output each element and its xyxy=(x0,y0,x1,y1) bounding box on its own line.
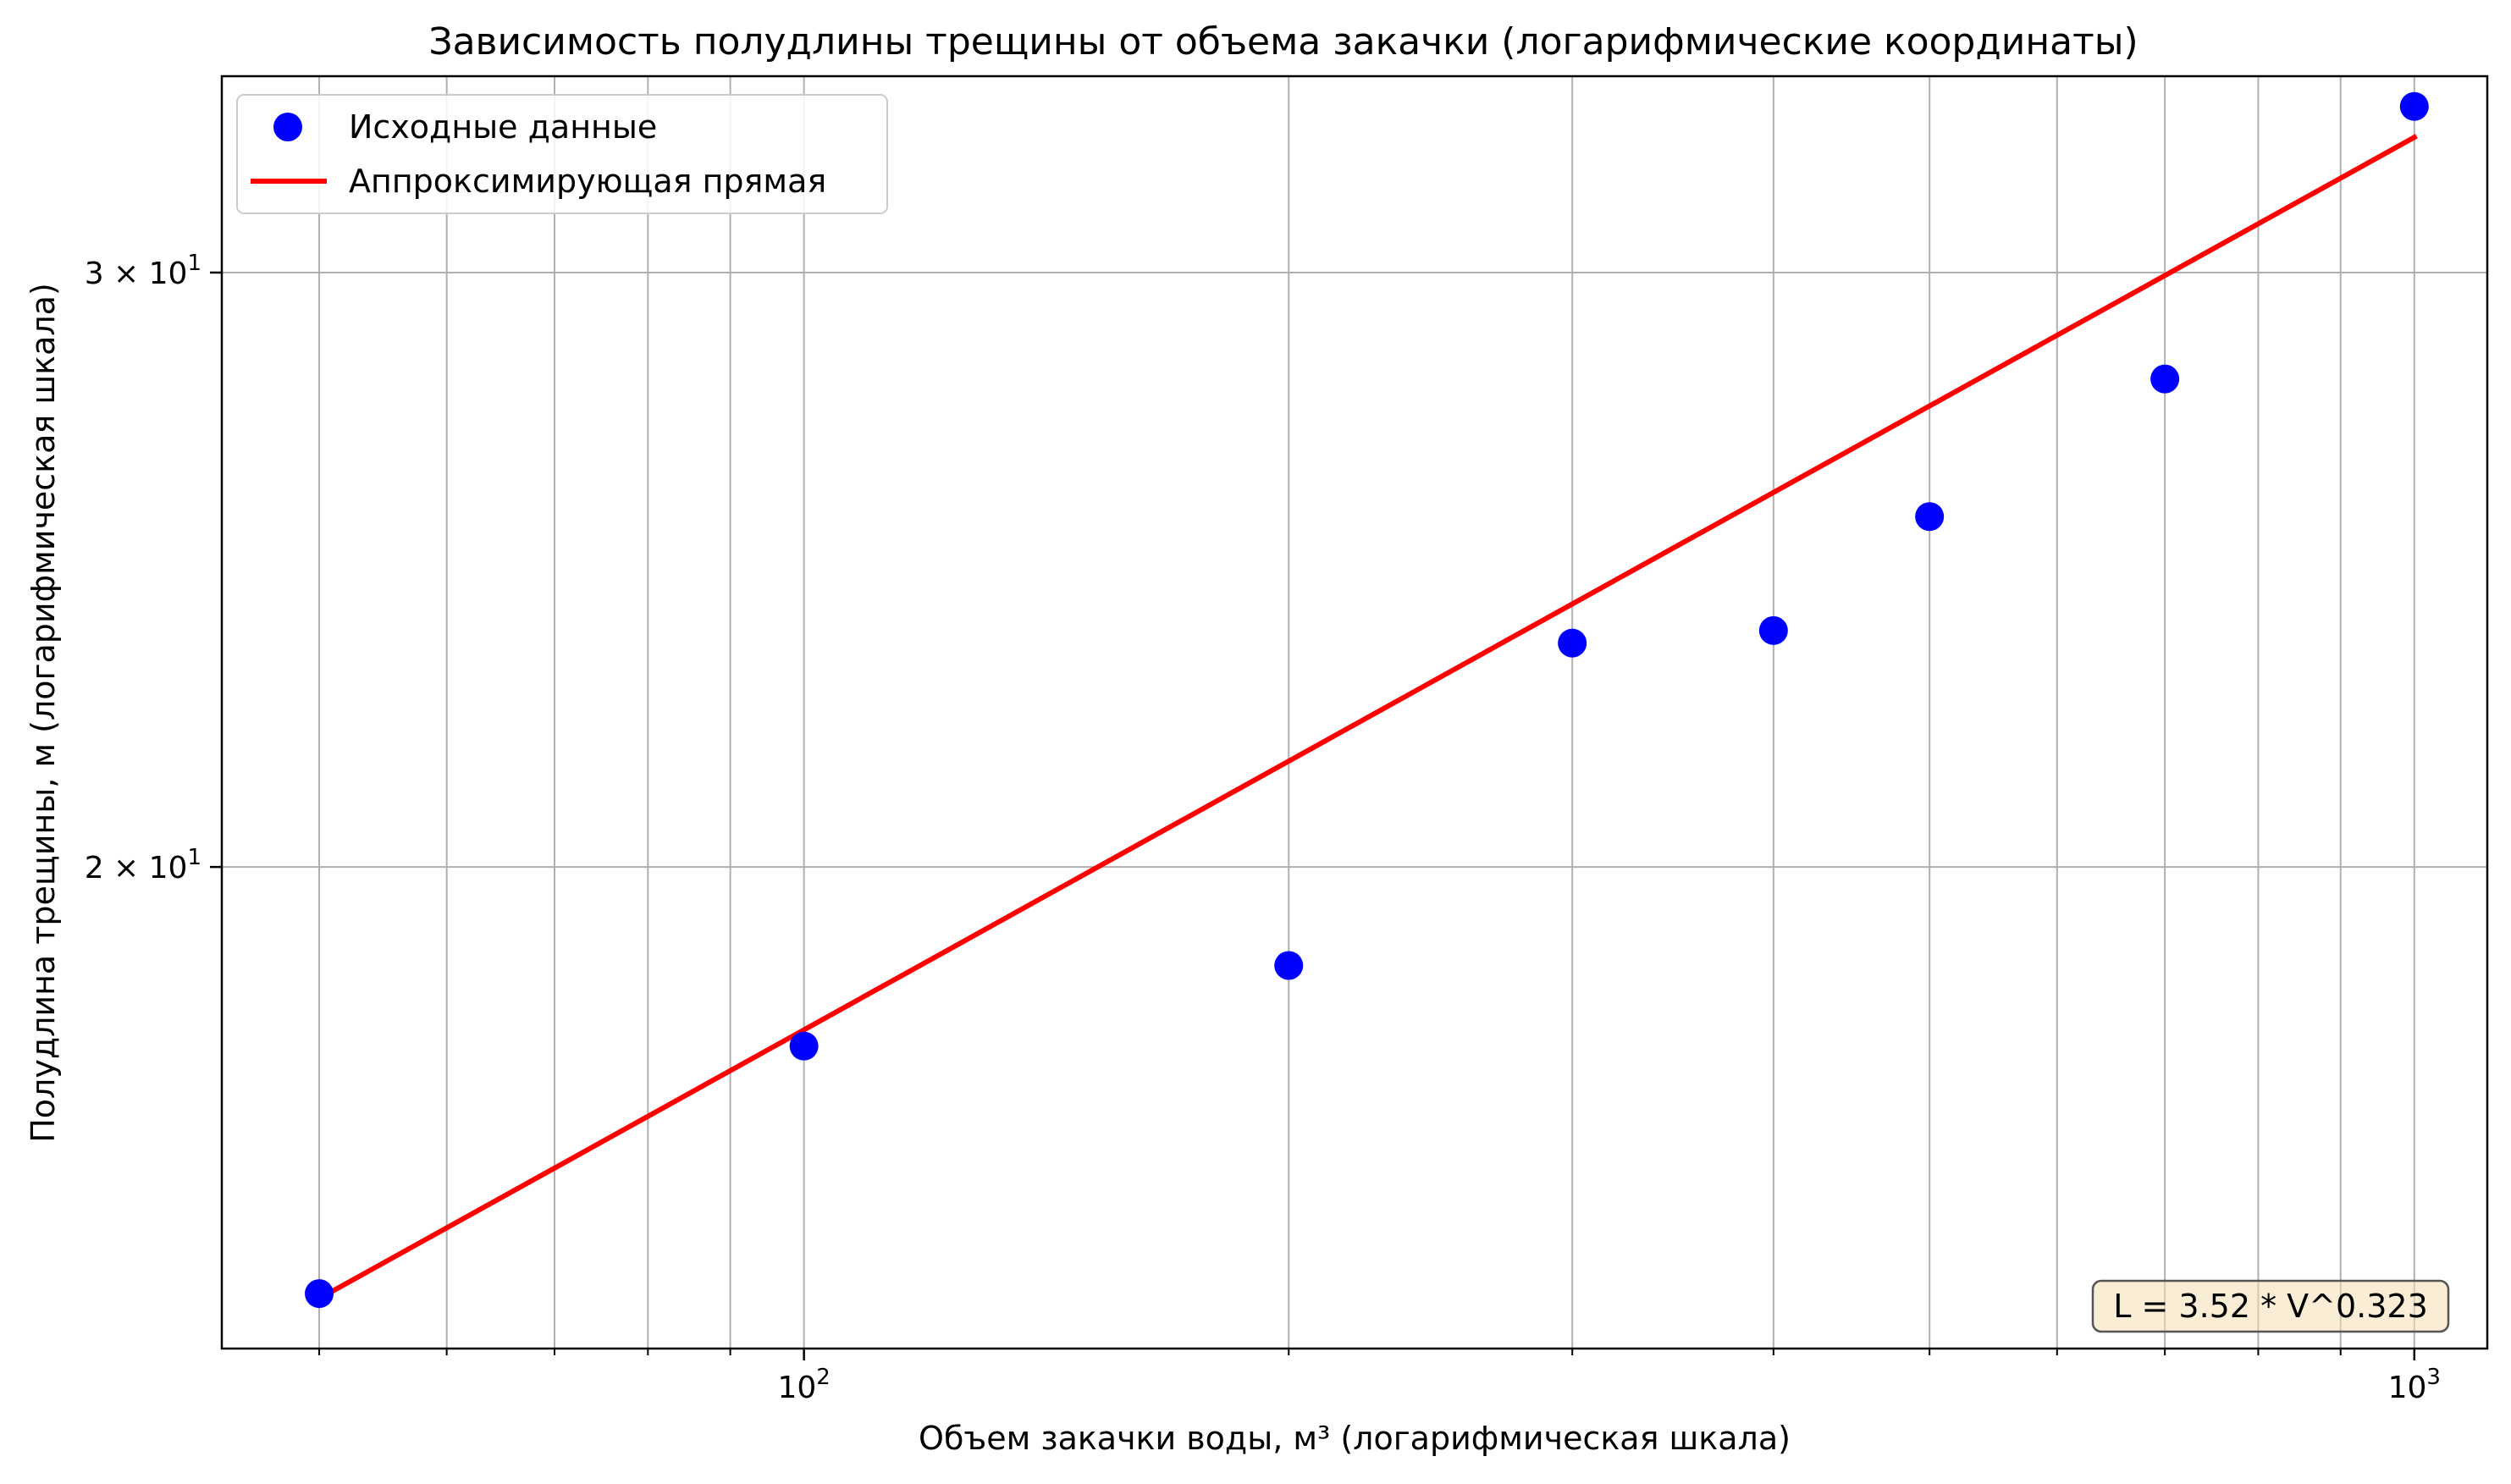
plot-area xyxy=(222,76,2487,1349)
chart-title: Зависимость полудлины трещины от объема … xyxy=(428,20,2138,63)
equation-annotation: L = 3.52 * V^0.323 xyxy=(2091,1279,2450,1333)
legend-label-points: Исходные данные xyxy=(349,108,657,146)
legend-box xyxy=(236,94,888,214)
tick-layer: 102 103 2 × 101 3 × 101 xyxy=(85,251,2441,1405)
plot-frame xyxy=(220,74,2489,1350)
data-point xyxy=(2399,91,2429,121)
y-tick-label: 2 × 101 xyxy=(85,845,201,885)
data-point xyxy=(789,1031,819,1061)
fit-line xyxy=(315,134,2418,1302)
data-point xyxy=(1915,502,1945,532)
legend: Исходные данные Аппроксимирующая прямая xyxy=(236,94,888,214)
y-tick-label: 3 × 101 xyxy=(85,251,201,291)
annotation-text: L = 3.52 * V^0.323 xyxy=(2113,1288,2428,1325)
data-point xyxy=(1558,628,1587,658)
data-layer xyxy=(305,91,2429,1309)
y-axis-label: Полудлина трещины, м (логарифмическая шк… xyxy=(25,283,62,1143)
data-point xyxy=(1758,615,1788,645)
annotation-box xyxy=(2091,1279,2450,1333)
legend-marker-points xyxy=(273,113,302,141)
grid-layer xyxy=(222,76,2487,1349)
x-tick-label: 103 xyxy=(2388,1365,2441,1405)
x-axis-label: Объем закачки воды, м³ (логарифмическая … xyxy=(919,1420,1791,1457)
data-point xyxy=(2150,364,2180,394)
data-point xyxy=(305,1279,334,1309)
legend-label-line: Аппроксимирующая прямая xyxy=(349,163,826,200)
data-point xyxy=(1274,951,1304,980)
x-tick-label: 102 xyxy=(777,1365,830,1405)
